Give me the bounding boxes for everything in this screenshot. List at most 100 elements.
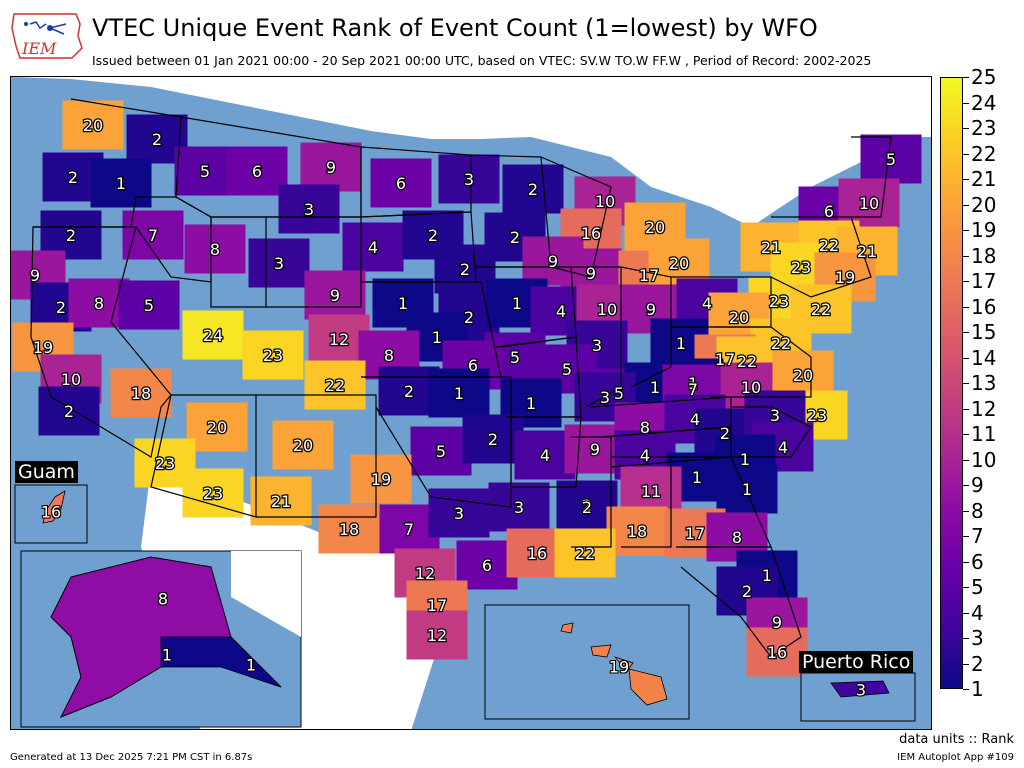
wfo-rank-label: 9 (548, 252, 558, 271)
wfo-rank-label: 20 (793, 366, 813, 385)
wfo-rank-label: 2 (510, 228, 520, 247)
wfo-rank-label: 21 (761, 238, 781, 257)
colorbar-tick (963, 510, 969, 512)
wfo-rank-label: 23 (791, 258, 811, 277)
wfo-rank-label: 1 (454, 384, 464, 403)
wfo-rank-label: 24 (203, 326, 223, 345)
wfo-region (746, 627, 808, 677)
wfo-region (406, 610, 468, 660)
wfo-rank-label: 7 (404, 520, 414, 539)
map-panel: 20 2 5 6 9 6 3 5 2 1 3 2 10 6 10 2 7 8 4 2 2 16 20 21 22 21 9 3 2 9 9 1… (10, 76, 932, 730)
wfo-rank-label: 5 (510, 348, 520, 367)
wfo-rank-label: 10 (741, 378, 761, 397)
colorbar-tick-label: 18 (971, 243, 997, 268)
wfo-rank-label: 6 (482, 556, 492, 575)
colorbar-tick (963, 561, 969, 563)
wfo-rank-label: 1 (432, 328, 442, 347)
iem-logo: IEM (10, 6, 86, 66)
page-subtitle: Issued between 01 Jan 2021 00:00 - 20 Se… (92, 53, 872, 68)
colorbar-tick-label: 17 (971, 269, 997, 293)
wfo-region (318, 504, 380, 554)
colorbar-tick (963, 638, 969, 639)
wfo-rank-label: 9 (646, 300, 656, 319)
wfo-rank-label: 2 (66, 226, 76, 245)
wfo-region (184, 224, 246, 274)
wfo-rank-label: 1 (742, 480, 752, 499)
wfo-rank-label: 1 (398, 294, 408, 313)
colorbar-tick (963, 663, 969, 665)
wfo-rank-label: 18 (339, 520, 359, 539)
wfo-rank-label: 19 (33, 338, 53, 357)
wfo-rank-label: 19 (371, 470, 391, 489)
colorbar-tick (963, 153, 969, 155)
colorbar-tick-label: 6 (971, 549, 984, 574)
wfo-rank-label: 16 (767, 643, 787, 662)
alaska-rank-label: 1 (245, 655, 257, 675)
wfo-rank-label: 1 (688, 374, 698, 393)
wfo-region (174, 146, 236, 196)
wfo-region (342, 222, 404, 272)
colorbar-ticks: 1 2 3 4 5 6 7 8 9 10 11 12 13 14 15 16 17 18 19 20 21 22 23 24 2… (963, 67, 1023, 699)
colorbar-tick (963, 485, 969, 486)
wfo-rank-label: 6 (824, 202, 834, 221)
wfo-rank-label: 8 (732, 528, 742, 547)
app-id: IEM Autoplot App #109 (897, 752, 1014, 763)
wfo-region (242, 330, 304, 380)
wfo-rank-label: 23 (155, 454, 175, 473)
wfo-rank-label: 9 (590, 440, 600, 459)
wfo-region (434, 244, 496, 294)
colorbar-tick-label: 20 (971, 192, 997, 217)
colorbar-tick-label: 1 (971, 677, 984, 701)
wfo-rank-label: 4 (368, 238, 378, 257)
wfo-region (38, 386, 100, 436)
colorbar-tick-label: 10 (971, 447, 997, 472)
wfo-rank-label: 23 (263, 346, 283, 365)
wfo-region (488, 482, 550, 532)
colorbar-tick (963, 357, 969, 359)
wfo-rank-label: 3 (770, 406, 780, 425)
wfo-rank-label: 1 (512, 294, 522, 313)
wfo-region (502, 164, 564, 214)
wfo-rank-label: 17 (639, 266, 659, 285)
wfo-region (90, 158, 152, 208)
wfo-region (304, 360, 366, 410)
colorbar-tick (963, 306, 969, 308)
wfo-rank-label: 20 (729, 308, 749, 327)
colorbar-tick (963, 128, 969, 129)
wfo-rank-label: 2 (488, 430, 498, 449)
colorbar-tick-label: 15 (971, 320, 997, 344)
wfo-rank-label: 17 (715, 350, 735, 369)
state-borders (30, 98, 892, 658)
colorbar-tick (963, 281, 969, 282)
wfo-region (248, 238, 310, 288)
wfo-rank-label: 2 (152, 130, 162, 149)
colorbar-tick (963, 383, 969, 384)
wfo-region (428, 488, 490, 538)
wfo-rank-label: 23 (203, 484, 223, 503)
wfo-rank-label: 4 (640, 446, 650, 465)
wfo-rank-label: 16 (527, 544, 547, 563)
colorbar-tick (963, 204, 969, 206)
colorbar-tick-label: 23 (971, 116, 997, 140)
wfo-rank-label: 2 (528, 180, 538, 199)
wfo-rank-label: 6 (396, 174, 406, 193)
wfo-rank-label: 3 (304, 200, 314, 219)
guam-inset-title: Guam (15, 461, 78, 483)
colorbar (940, 77, 963, 689)
wfo-rank-label: 22 (811, 300, 831, 319)
wfo-rank-label: 2 (64, 402, 74, 421)
wfo-region (438, 154, 500, 204)
wfo-rank-label: 9 (30, 266, 40, 285)
wfo-region (182, 310, 244, 360)
colorbar-tick (963, 255, 969, 257)
wfo-rank-label: 3 (592, 336, 602, 355)
wfo-rank-label: 3 (454, 504, 464, 523)
wfo-rank-label: 2 (582, 496, 592, 515)
wfo-rank-label: 22 (575, 544, 595, 563)
wfo-region (410, 426, 472, 476)
colorbar-tick (963, 612, 969, 614)
colorbar-tick (963, 332, 969, 333)
colorbar-tick-label: 9 (971, 473, 984, 497)
wfo-rank-label: 5 (200, 162, 210, 181)
